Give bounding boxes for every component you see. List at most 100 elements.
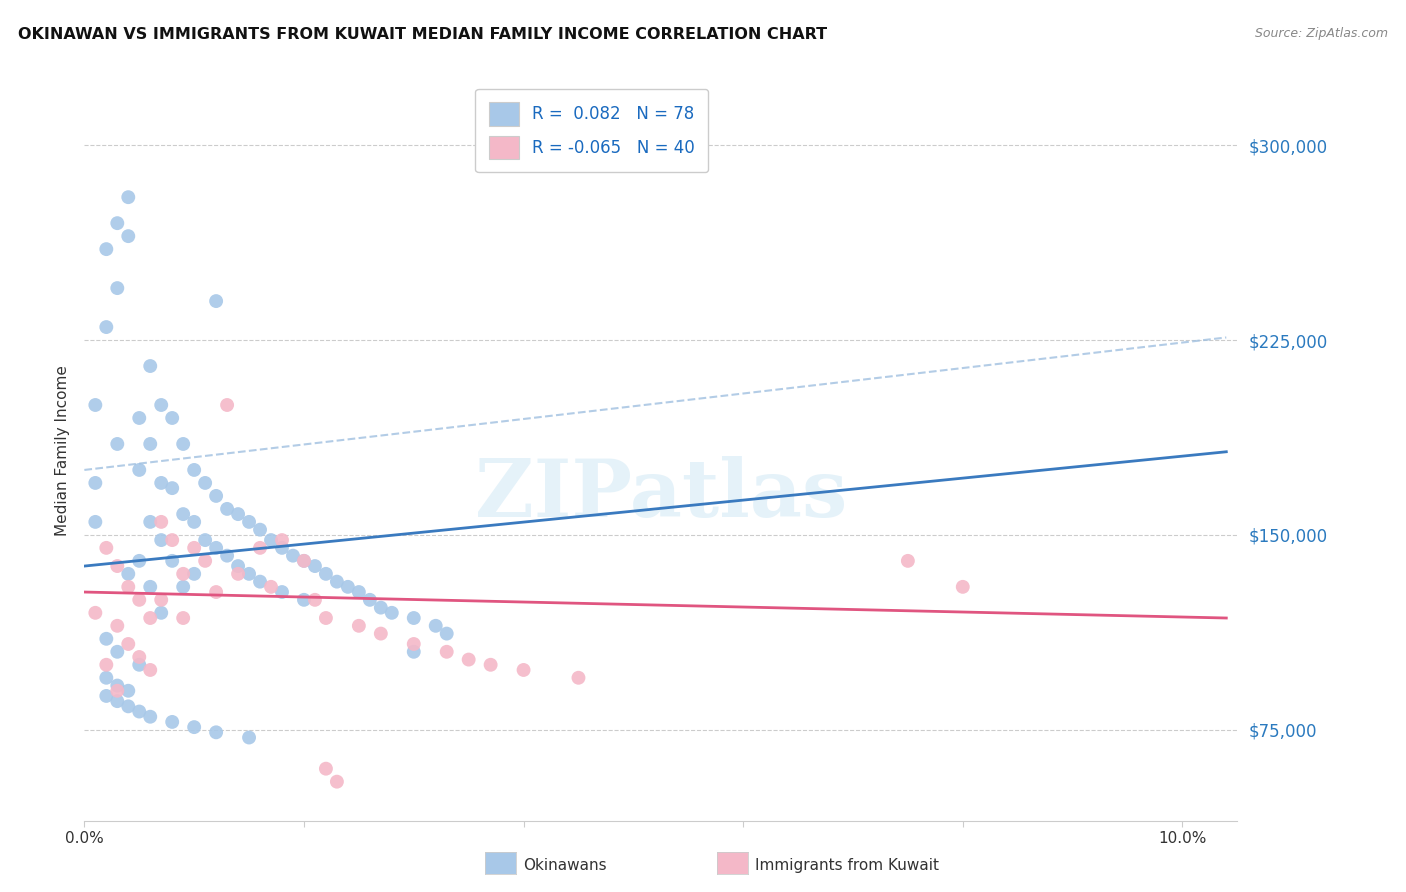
- Immigrants from Kuwait: [436, 645, 458, 659]
- Okinawans: [117, 683, 139, 698]
- Okinawans: [217, 549, 239, 563]
- Immigrants from Kuwait: [150, 592, 173, 607]
- Immigrants from Kuwait: [128, 650, 150, 665]
- Okinawans: [128, 657, 150, 672]
- Okinawans: [347, 585, 370, 599]
- Text: Okinawans: Okinawans: [523, 858, 606, 872]
- Okinawans: [326, 574, 349, 589]
- Okinawans: [238, 731, 260, 745]
- Okinawans: [172, 580, 194, 594]
- Text: ZIPatlas: ZIPatlas: [475, 456, 846, 534]
- Okinawans: [205, 541, 228, 555]
- Immigrants from Kuwait: [194, 554, 217, 568]
- Immigrants from Kuwait: [84, 606, 107, 620]
- Okinawans: [84, 398, 107, 412]
- Immigrants from Kuwait: [326, 774, 349, 789]
- Y-axis label: Median Family Income: Median Family Income: [55, 365, 70, 536]
- Okinawans: [315, 566, 337, 581]
- Okinawans: [292, 592, 315, 607]
- Okinawans: [96, 632, 118, 646]
- Okinawans: [96, 242, 118, 256]
- Immigrants from Kuwait: [347, 619, 370, 633]
- Immigrants from Kuwait: [172, 566, 194, 581]
- Okinawans: [117, 229, 139, 244]
- Okinawans: [96, 671, 118, 685]
- Immigrants from Kuwait: [217, 398, 239, 412]
- Immigrants from Kuwait: [105, 619, 128, 633]
- Okinawans: [160, 481, 183, 495]
- Immigrants from Kuwait: [457, 652, 479, 666]
- Okinawans: [172, 437, 194, 451]
- Okinawans: [183, 463, 205, 477]
- Immigrants from Kuwait: [897, 554, 920, 568]
- Okinawans: [160, 411, 183, 425]
- Okinawans: [402, 645, 425, 659]
- Text: OKINAWAN VS IMMIGRANTS FROM KUWAIT MEDIAN FAMILY INCOME CORRELATION CHART: OKINAWAN VS IMMIGRANTS FROM KUWAIT MEDIA…: [18, 27, 827, 42]
- Immigrants from Kuwait: [567, 671, 589, 685]
- Okinawans: [150, 398, 173, 412]
- Immigrants from Kuwait: [105, 683, 128, 698]
- Immigrants from Kuwait: [249, 541, 271, 555]
- Okinawans: [281, 549, 304, 563]
- Immigrants from Kuwait: [315, 611, 337, 625]
- Okinawans: [292, 554, 315, 568]
- Okinawans: [84, 475, 107, 490]
- Okinawans: [304, 559, 326, 574]
- Okinawans: [183, 566, 205, 581]
- Okinawans: [84, 515, 107, 529]
- Okinawans: [425, 619, 447, 633]
- Okinawans: [139, 710, 162, 724]
- Immigrants from Kuwait: [292, 554, 315, 568]
- Immigrants from Kuwait: [160, 533, 183, 547]
- Okinawans: [402, 611, 425, 625]
- Immigrants from Kuwait: [117, 580, 139, 594]
- Okinawans: [260, 533, 283, 547]
- Immigrants from Kuwait: [183, 541, 205, 555]
- Okinawans: [128, 705, 150, 719]
- Okinawans: [139, 359, 162, 373]
- Immigrants from Kuwait: [315, 762, 337, 776]
- Immigrants from Kuwait: [117, 637, 139, 651]
- Immigrants from Kuwait: [205, 585, 228, 599]
- Okinawans: [105, 679, 128, 693]
- Immigrants from Kuwait: [150, 515, 173, 529]
- Text: Source: ZipAtlas.com: Source: ZipAtlas.com: [1254, 27, 1388, 40]
- Okinawans: [105, 645, 128, 659]
- Okinawans: [359, 592, 381, 607]
- Immigrants from Kuwait: [105, 559, 128, 574]
- Text: Immigrants from Kuwait: Immigrants from Kuwait: [755, 858, 939, 872]
- Immigrants from Kuwait: [271, 533, 294, 547]
- Okinawans: [139, 515, 162, 529]
- Immigrants from Kuwait: [128, 592, 150, 607]
- Immigrants from Kuwait: [96, 541, 118, 555]
- Okinawans: [249, 574, 271, 589]
- Okinawans: [150, 475, 173, 490]
- Immigrants from Kuwait: [172, 611, 194, 625]
- Okinawans: [205, 294, 228, 309]
- Immigrants from Kuwait: [260, 580, 283, 594]
- Immigrants from Kuwait: [304, 592, 326, 607]
- Immigrants from Kuwait: [402, 637, 425, 651]
- Okinawans: [226, 507, 249, 521]
- Okinawans: [150, 606, 173, 620]
- Okinawans: [160, 714, 183, 729]
- Okinawans: [271, 541, 294, 555]
- Okinawans: [160, 554, 183, 568]
- Okinawans: [183, 515, 205, 529]
- Okinawans: [172, 507, 194, 521]
- Okinawans: [336, 580, 359, 594]
- Okinawans: [226, 559, 249, 574]
- Okinawans: [183, 720, 205, 734]
- Okinawans: [105, 437, 128, 451]
- Okinawans: [238, 566, 260, 581]
- Immigrants from Kuwait: [139, 663, 162, 677]
- Okinawans: [370, 600, 392, 615]
- Okinawans: [117, 699, 139, 714]
- Okinawans: [194, 533, 217, 547]
- Okinawans: [105, 694, 128, 708]
- Okinawans: [96, 320, 118, 334]
- Okinawans: [238, 515, 260, 529]
- Okinawans: [381, 606, 404, 620]
- Immigrants from Kuwait: [370, 626, 392, 640]
- Okinawans: [128, 463, 150, 477]
